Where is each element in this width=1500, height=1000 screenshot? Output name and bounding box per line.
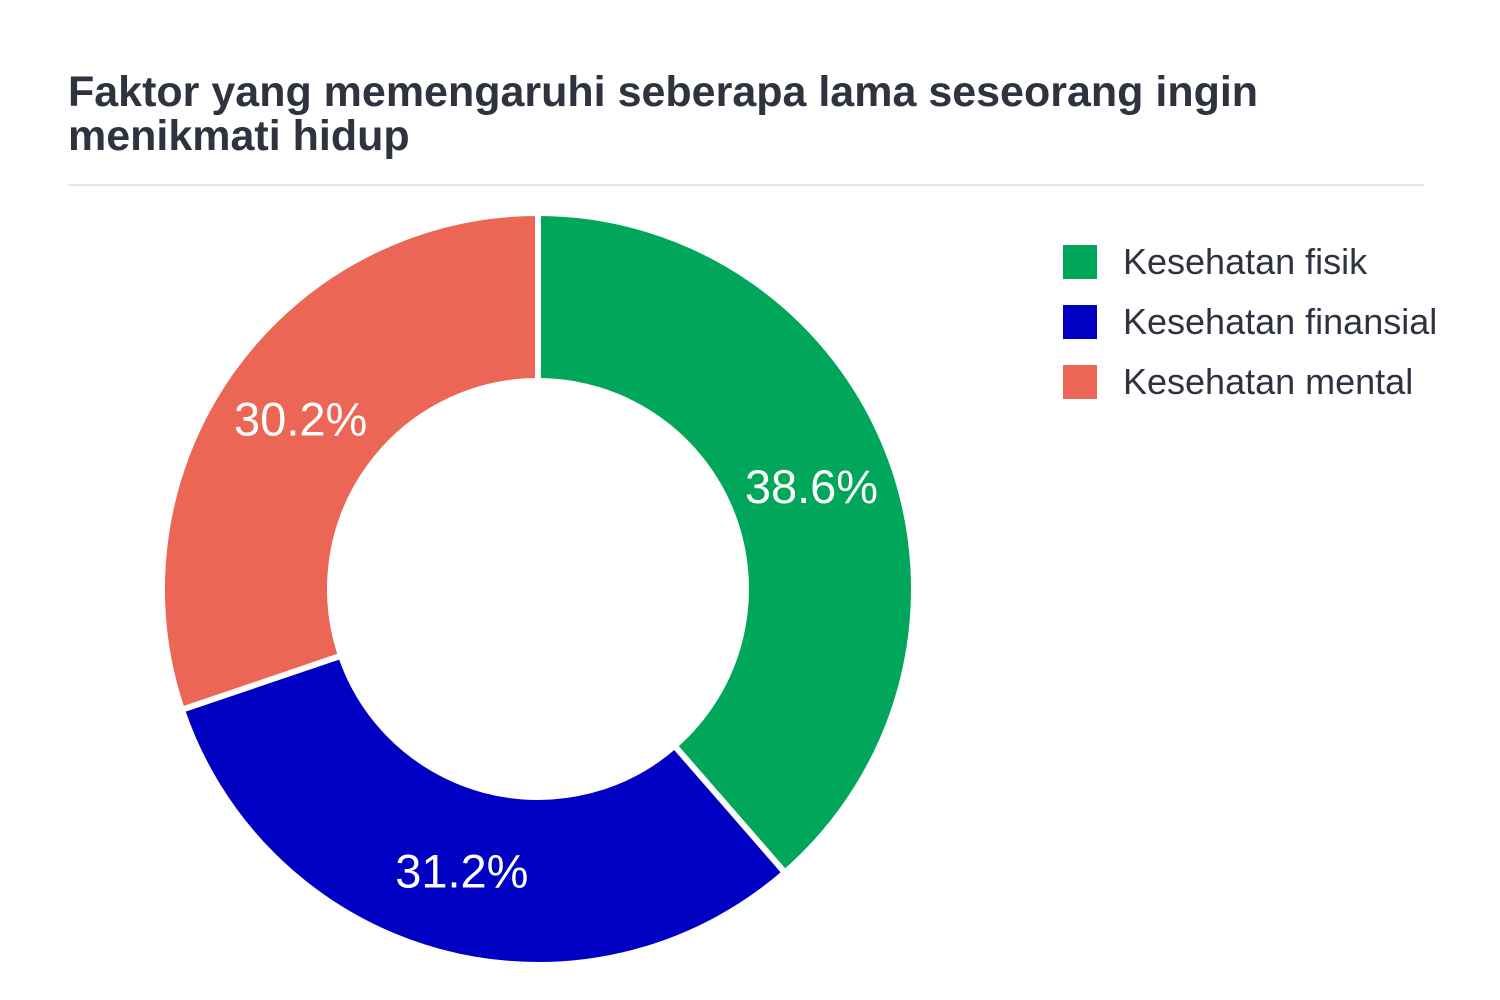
legend-item: Kesehatan finansial xyxy=(1063,292,1437,352)
legend-label: Kesehatan mental xyxy=(1123,361,1414,402)
legend-label: Kesehatan finansial xyxy=(1123,301,1438,342)
donut-slice-1 xyxy=(535,209,917,877)
legend-item: Kesehatan fisik xyxy=(1063,232,1437,292)
donut-slice-2 xyxy=(178,651,790,968)
donut-slice-3 xyxy=(159,209,541,714)
chart-legend: Kesehatan fisik Kesehatan finansial Keseha… xyxy=(1063,232,1437,412)
legend-label: Kesehatan fisik xyxy=(1123,241,1368,282)
chart-title: Faktor yang memengaruhi seberapa lama se… xyxy=(68,68,1259,160)
legend-swatch xyxy=(1063,365,1097,399)
slice-value-label: 30.2% xyxy=(234,392,367,445)
legend-swatch xyxy=(1063,305,1097,339)
slice-value-label: 31.2% xyxy=(395,844,528,897)
slice-value-label: 38.6% xyxy=(745,460,878,513)
legend-swatch xyxy=(1063,245,1097,279)
legend-item: Kesehatan mental xyxy=(1063,352,1437,412)
title-divider xyxy=(68,184,1424,186)
